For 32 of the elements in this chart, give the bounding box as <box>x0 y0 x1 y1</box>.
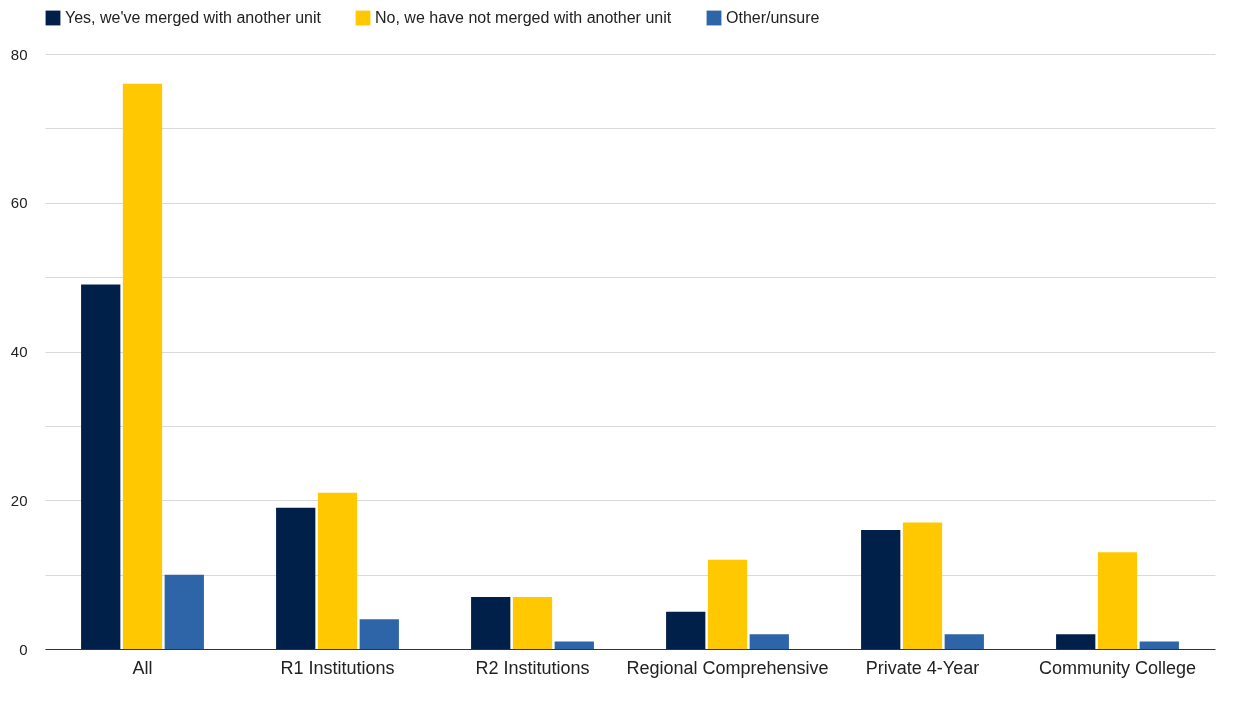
y-tick-label: 0 <box>19 640 28 658</box>
bar <box>861 530 901 649</box>
legend-label: Other/unsure <box>726 9 820 26</box>
bar <box>944 634 984 649</box>
legend-label: No, we have not merged with another unit <box>375 9 672 26</box>
bar <box>164 574 204 649</box>
y-tick-label: 20 <box>10 491 28 509</box>
x-tick-label: All <box>132 657 153 678</box>
bar <box>1097 552 1138 649</box>
bar <box>1056 634 1096 649</box>
bar <box>471 596 511 649</box>
x-tick-label: Private 4-Year <box>865 657 980 678</box>
bar <box>902 522 943 649</box>
y-tick-label: 60 <box>10 194 28 212</box>
bar <box>749 634 789 649</box>
bar <box>359 619 399 649</box>
x-tick-label: Regional Comprehensive <box>626 657 829 678</box>
bar <box>317 492 358 649</box>
y-tick-label: 40 <box>10 343 28 360</box>
bar <box>707 559 748 649</box>
bar <box>122 83 163 649</box>
x-tick-label: Community College <box>1038 657 1197 678</box>
bar <box>512 596 553 649</box>
bar <box>666 611 706 649</box>
x-tick-label: R2 Institutions <box>475 657 590 678</box>
legend-label: Yes, we've merged with another unit <box>65 9 322 26</box>
x-tick-label: R1 Institutions <box>280 657 395 678</box>
bar <box>81 284 121 649</box>
y-tick-label: 80 <box>10 45 28 63</box>
bar <box>1139 641 1179 649</box>
bar <box>554 641 594 649</box>
bar <box>276 507 316 649</box>
